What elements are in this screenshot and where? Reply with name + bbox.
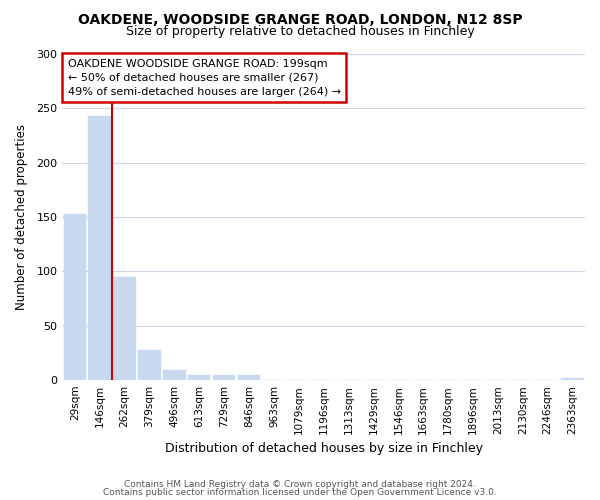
Text: Contains HM Land Registry data © Crown copyright and database right 2024.: Contains HM Land Registry data © Crown c… (124, 480, 476, 489)
Text: OAKDENE WOODSIDE GRANGE ROAD: 199sqm
← 50% of detached houses are smaller (267)
: OAKDENE WOODSIDE GRANGE ROAD: 199sqm ← 5… (68, 59, 341, 97)
Text: Size of property relative to detached houses in Finchley: Size of property relative to detached ho… (125, 25, 475, 38)
Text: Contains public sector information licensed under the Open Government Licence v3: Contains public sector information licen… (103, 488, 497, 497)
Text: OAKDENE, WOODSIDE GRANGE ROAD, LONDON, N12 8SP: OAKDENE, WOODSIDE GRANGE ROAD, LONDON, N… (77, 12, 523, 26)
Bar (188, 374, 211, 380)
Bar (113, 277, 136, 380)
Bar (213, 374, 235, 380)
Bar (138, 350, 161, 380)
Y-axis label: Number of detached properties: Number of detached properties (15, 124, 28, 310)
Bar (88, 116, 111, 380)
Bar (64, 214, 86, 380)
Bar (562, 378, 584, 380)
X-axis label: Distribution of detached houses by size in Finchley: Distribution of detached houses by size … (164, 442, 482, 455)
Bar (163, 370, 185, 380)
Bar (238, 374, 260, 380)
